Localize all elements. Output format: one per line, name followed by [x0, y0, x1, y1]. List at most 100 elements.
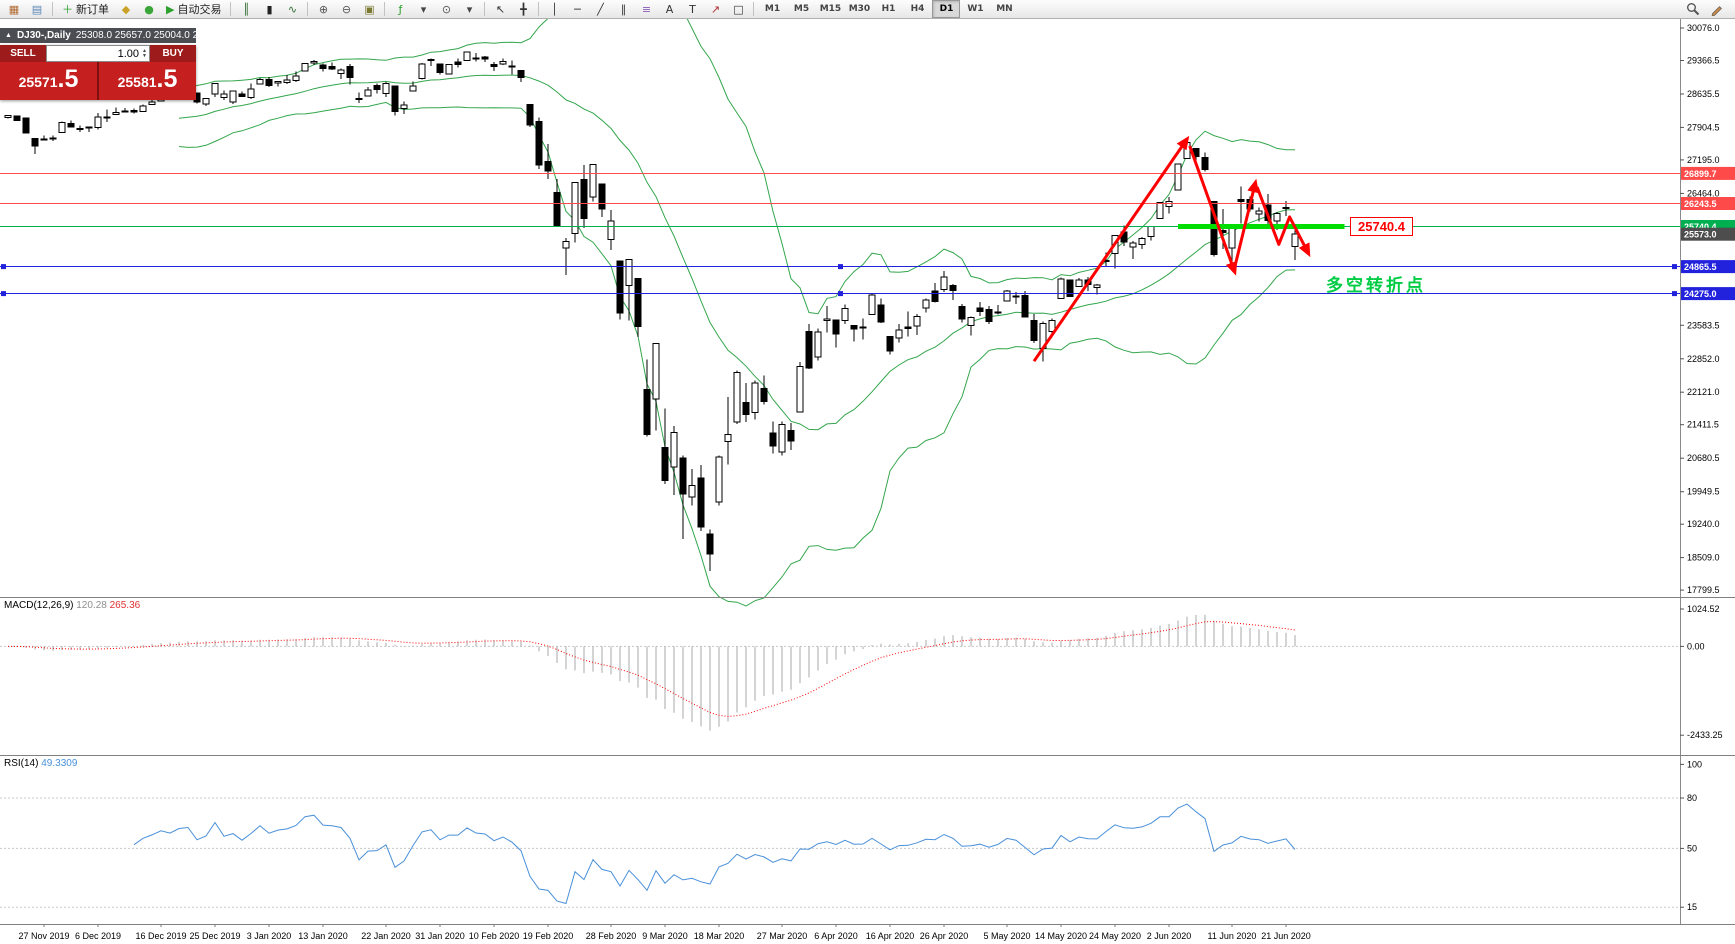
line-chart-icon[interactable]: ∿: [287, 2, 298, 16]
date-label: 13 Jan 2020: [298, 931, 348, 941]
line-handle[interactable]: [838, 264, 843, 270]
volume-spinner[interactable]: ▲ ▼: [142, 47, 147, 59]
sell-button[interactable]: SELL: [0, 45, 46, 62]
candle-body: [715, 456, 723, 503]
sell-price[interactable]: 25571.5: [0, 62, 99, 100]
timeframe-mn[interactable]: MN: [996, 4, 1013, 14]
candle-body: [1183, 142, 1191, 159]
turning-point-text[interactable]: 多空转折点: [1326, 276, 1426, 295]
candle-body: [553, 192, 561, 226]
candle-body: [76, 127, 84, 130]
indicators-caret-icon[interactable]: ▾: [420, 2, 427, 16]
candle-body: [1066, 279, 1074, 298]
line-handle[interactable]: [838, 291, 843, 297]
spinner-up-icon[interactable]: ▲: [142, 47, 147, 54]
one-click-expander-icon[interactable]: ▲: [5, 32, 12, 39]
candle-body: [535, 120, 543, 166]
line-handle[interactable]: [1, 264, 6, 270]
vertical-line-icon[interactable]: │: [551, 2, 558, 16]
date-label: 2 Jun 2020: [1147, 931, 1192, 941]
chart-canvas[interactable]: 30076.0 29366.5 28635.5 27904.5 27195.0 26464…: [0, 19, 1735, 944]
tile-windows-icon[interactable]: ▣: [364, 2, 375, 16]
buy-button[interactable]: BUY: [150, 45, 196, 62]
buy-price[interactable]: 25581.5: [99, 62, 196, 100]
candle-body: [202, 97, 210, 105]
metaeditor-icon[interactable]: ◆: [121, 2, 131, 16]
candle-body: [1093, 284, 1101, 289]
text-label-icon[interactable]: T: [689, 2, 696, 16]
cursor-icon[interactable]: ↖: [495, 2, 506, 16]
chart-area[interactable]: 30076.0 29366.5 28635.5 27904.5 27195.0 26464…: [0, 19, 1735, 944]
timeframe-m1[interactable]: M1: [764, 4, 781, 14]
date-label: 19 Feb 2020: [523, 931, 574, 941]
candle-body: [211, 82, 219, 95]
trend-arrow-4[interactable]: [1255, 186, 1311, 258]
candlestick-chart-icon[interactable]: ▮: [266, 2, 273, 16]
buy-price-prefix: 25581: [117, 74, 157, 90]
timeframe-d1[interactable]: D1: [932, 0, 961, 18]
search-icon[interactable]: [1682, 0, 1704, 19]
candle-body: [463, 51, 471, 62]
crosshair-icon[interactable]: ╋: [520, 2, 527, 16]
periods-caret-icon[interactable]: ▾: [466, 2, 473, 16]
timeframe-h1[interactable]: H1: [881, 4, 896, 14]
price-axis-label: 27904.5: [1687, 122, 1720, 132]
one-click-trading-panel: SELL 1.00 ▲ ▼ BUY 25571.5 25581.5: [0, 45, 196, 100]
candle-body: [301, 63, 309, 72]
price-tag-24865.5: [1681, 260, 1735, 274]
chart-profiles-icon[interactable]: ▤: [31, 2, 43, 16]
date-label: 5 May 2020: [983, 931, 1030, 941]
price-tag-text: 25740.4: [1684, 222, 1717, 232]
periods-clock-icon[interactable]: ⊙: [441, 2, 452, 16]
symbol-bar: ▲ DJ30-,Daily 25308.0 25657.0 25004.0 25…: [0, 28, 196, 43]
timeframe-m15[interactable]: M15: [819, 4, 842, 14]
timeframe-m5[interactable]: M5: [793, 4, 810, 14]
candle-body: [769, 432, 777, 447]
candle-body: [607, 220, 615, 241]
candle-body: [571, 182, 579, 234]
zoom-out-icon[interactable]: ⊖: [341, 2, 352, 16]
toolbar-right-group: [1682, 0, 1732, 19]
price-axis-label: 29366.5: [1687, 56, 1720, 66]
price-flag-label[interactable]: 25740.4: [1350, 217, 1413, 236]
candle-body: [904, 326, 912, 329]
spinner-down-icon[interactable]: ▼: [142, 52, 147, 59]
arrows-icon[interactable]: ↗: [710, 2, 721, 16]
zoom-in-icon[interactable]: ⊕: [318, 2, 329, 16]
timeframe-h4[interactable]: H4: [910, 4, 925, 14]
market-icon[interactable]: ●: [144, 2, 154, 16]
line-handle[interactable]: [1672, 291, 1677, 297]
line-handle[interactable]: [1672, 264, 1677, 270]
new-order-button[interactable]: ＋新订单: [57, 1, 114, 18]
date-label: 16 Dec 2019: [135, 931, 186, 941]
trend-arrow-3[interactable]: [1233, 178, 1259, 268]
fibonacci-icon[interactable]: ≡: [641, 2, 652, 16]
line-handle[interactable]: [1, 291, 6, 297]
trend-arrow-1[interactable]: [1032, 135, 1190, 363]
text-icon[interactable]: A: [665, 2, 674, 16]
autotrading-button[interactable]: ▶ 自动交易: [161, 1, 226, 18]
candle-body: [1021, 294, 1029, 318]
new-chart-icon[interactable]: ▦: [8, 2, 20, 16]
date-label: 24 May 2020: [1089, 931, 1141, 941]
trendline-icon[interactable]: ╱: [597, 2, 604, 16]
candle-body: [1048, 320, 1056, 332]
candle-body: [445, 64, 453, 75]
bar-chart-icon[interactable]: ║: [243, 2, 250, 16]
indicators-icon[interactable]: ƒ: [398, 2, 403, 16]
timeframe-m30[interactable]: M30: [848, 4, 871, 14]
candle-body: [4, 115, 12, 119]
channel-icon[interactable]: ∥: [620, 2, 627, 16]
shapes-icon[interactable]: □: [733, 2, 744, 16]
candle-body: [1138, 238, 1146, 246]
candle-body: [643, 388, 651, 435]
candle-body: [976, 307, 984, 313]
trend-arrow-2[interactable]: [1188, 145, 1238, 276]
horizontal-line-icon[interactable]: ─: [574, 2, 581, 16]
new-order-button-icon: ＋: [62, 3, 73, 16]
date-label: 31 Jan 2020: [415, 931, 465, 941]
timeframe-w1[interactable]: W1: [967, 4, 984, 14]
candle-body: [616, 260, 624, 314]
volume-input[interactable]: 1.00 ▲ ▼: [46, 45, 150, 62]
edit-icon[interactable]: [1706, 0, 1728, 19]
